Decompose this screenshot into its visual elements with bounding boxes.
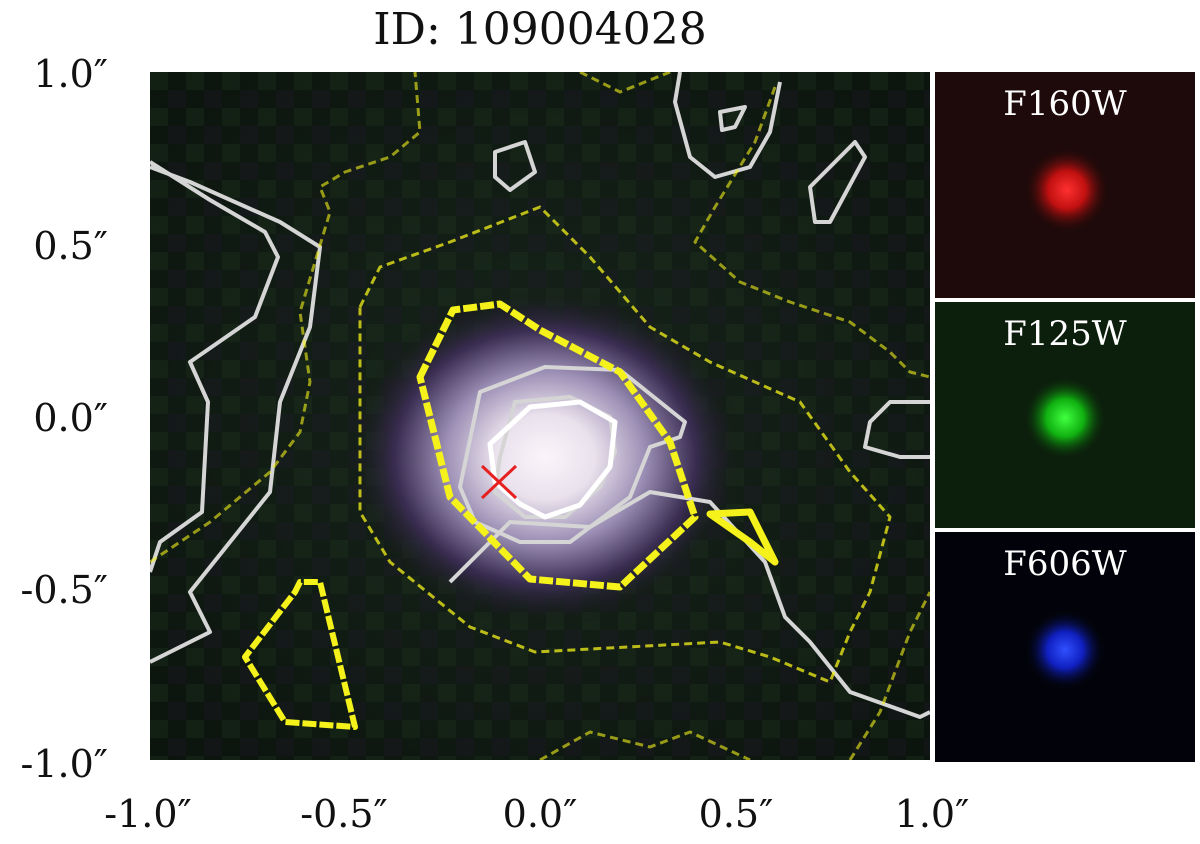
- yellow-contour-outer-right: [579, 72, 671, 94]
- rgb-cutout-panel: [148, 70, 932, 762]
- yellow-contour-outer-right2: [693, 86, 930, 379]
- x-tick-label: 0.0″: [502, 792, 578, 836]
- red-x-marker: [480, 464, 518, 500]
- primary-contours: [150, 72, 930, 760]
- f160w-source: [1025, 148, 1109, 232]
- x-tick-label: 1.0″: [894, 792, 970, 836]
- yellow-contour-bold: [416, 300, 699, 591]
- x-tick-label: -1.0″: [104, 792, 192, 836]
- y-tick-label: 0.5″: [33, 224, 108, 268]
- yellow-contour-small: [706, 508, 779, 566]
- yellow-contour-bottom: [539, 730, 751, 760]
- core-contour: [487, 399, 618, 520]
- filter-label: F125W: [1003, 314, 1127, 354]
- f606w-source: [1025, 610, 1105, 690]
- thumbnail-f160w: F160W: [933, 70, 1197, 300]
- y-tick-label: 0.0″: [33, 396, 108, 440]
- y-tick-label: 1.0″: [33, 52, 108, 96]
- thumbnail-f125w: F125W: [933, 300, 1197, 530]
- yellow-contour-middle: [358, 205, 892, 684]
- x-tick-label: 0.5″: [698, 792, 774, 836]
- x-tick-label: -0.5″: [300, 792, 388, 836]
- source-glow: [345, 287, 745, 627]
- filter-label: F606W: [1003, 544, 1127, 584]
- figure-title: ID: 109004028: [373, 4, 707, 55]
- y-tick-label: -1.0″: [20, 742, 108, 786]
- y-tick-label: -0.5″: [20, 568, 108, 612]
- f125w-source: [1023, 376, 1107, 460]
- yellow-contour-lower-left: [242, 579, 358, 730]
- yellow-contour-outer: [150, 72, 422, 564]
- thumbnail-f606w: F606W: [933, 530, 1197, 764]
- yellow-contour-bottom-right: [848, 591, 930, 760]
- filter-label: F160W: [1003, 84, 1127, 124]
